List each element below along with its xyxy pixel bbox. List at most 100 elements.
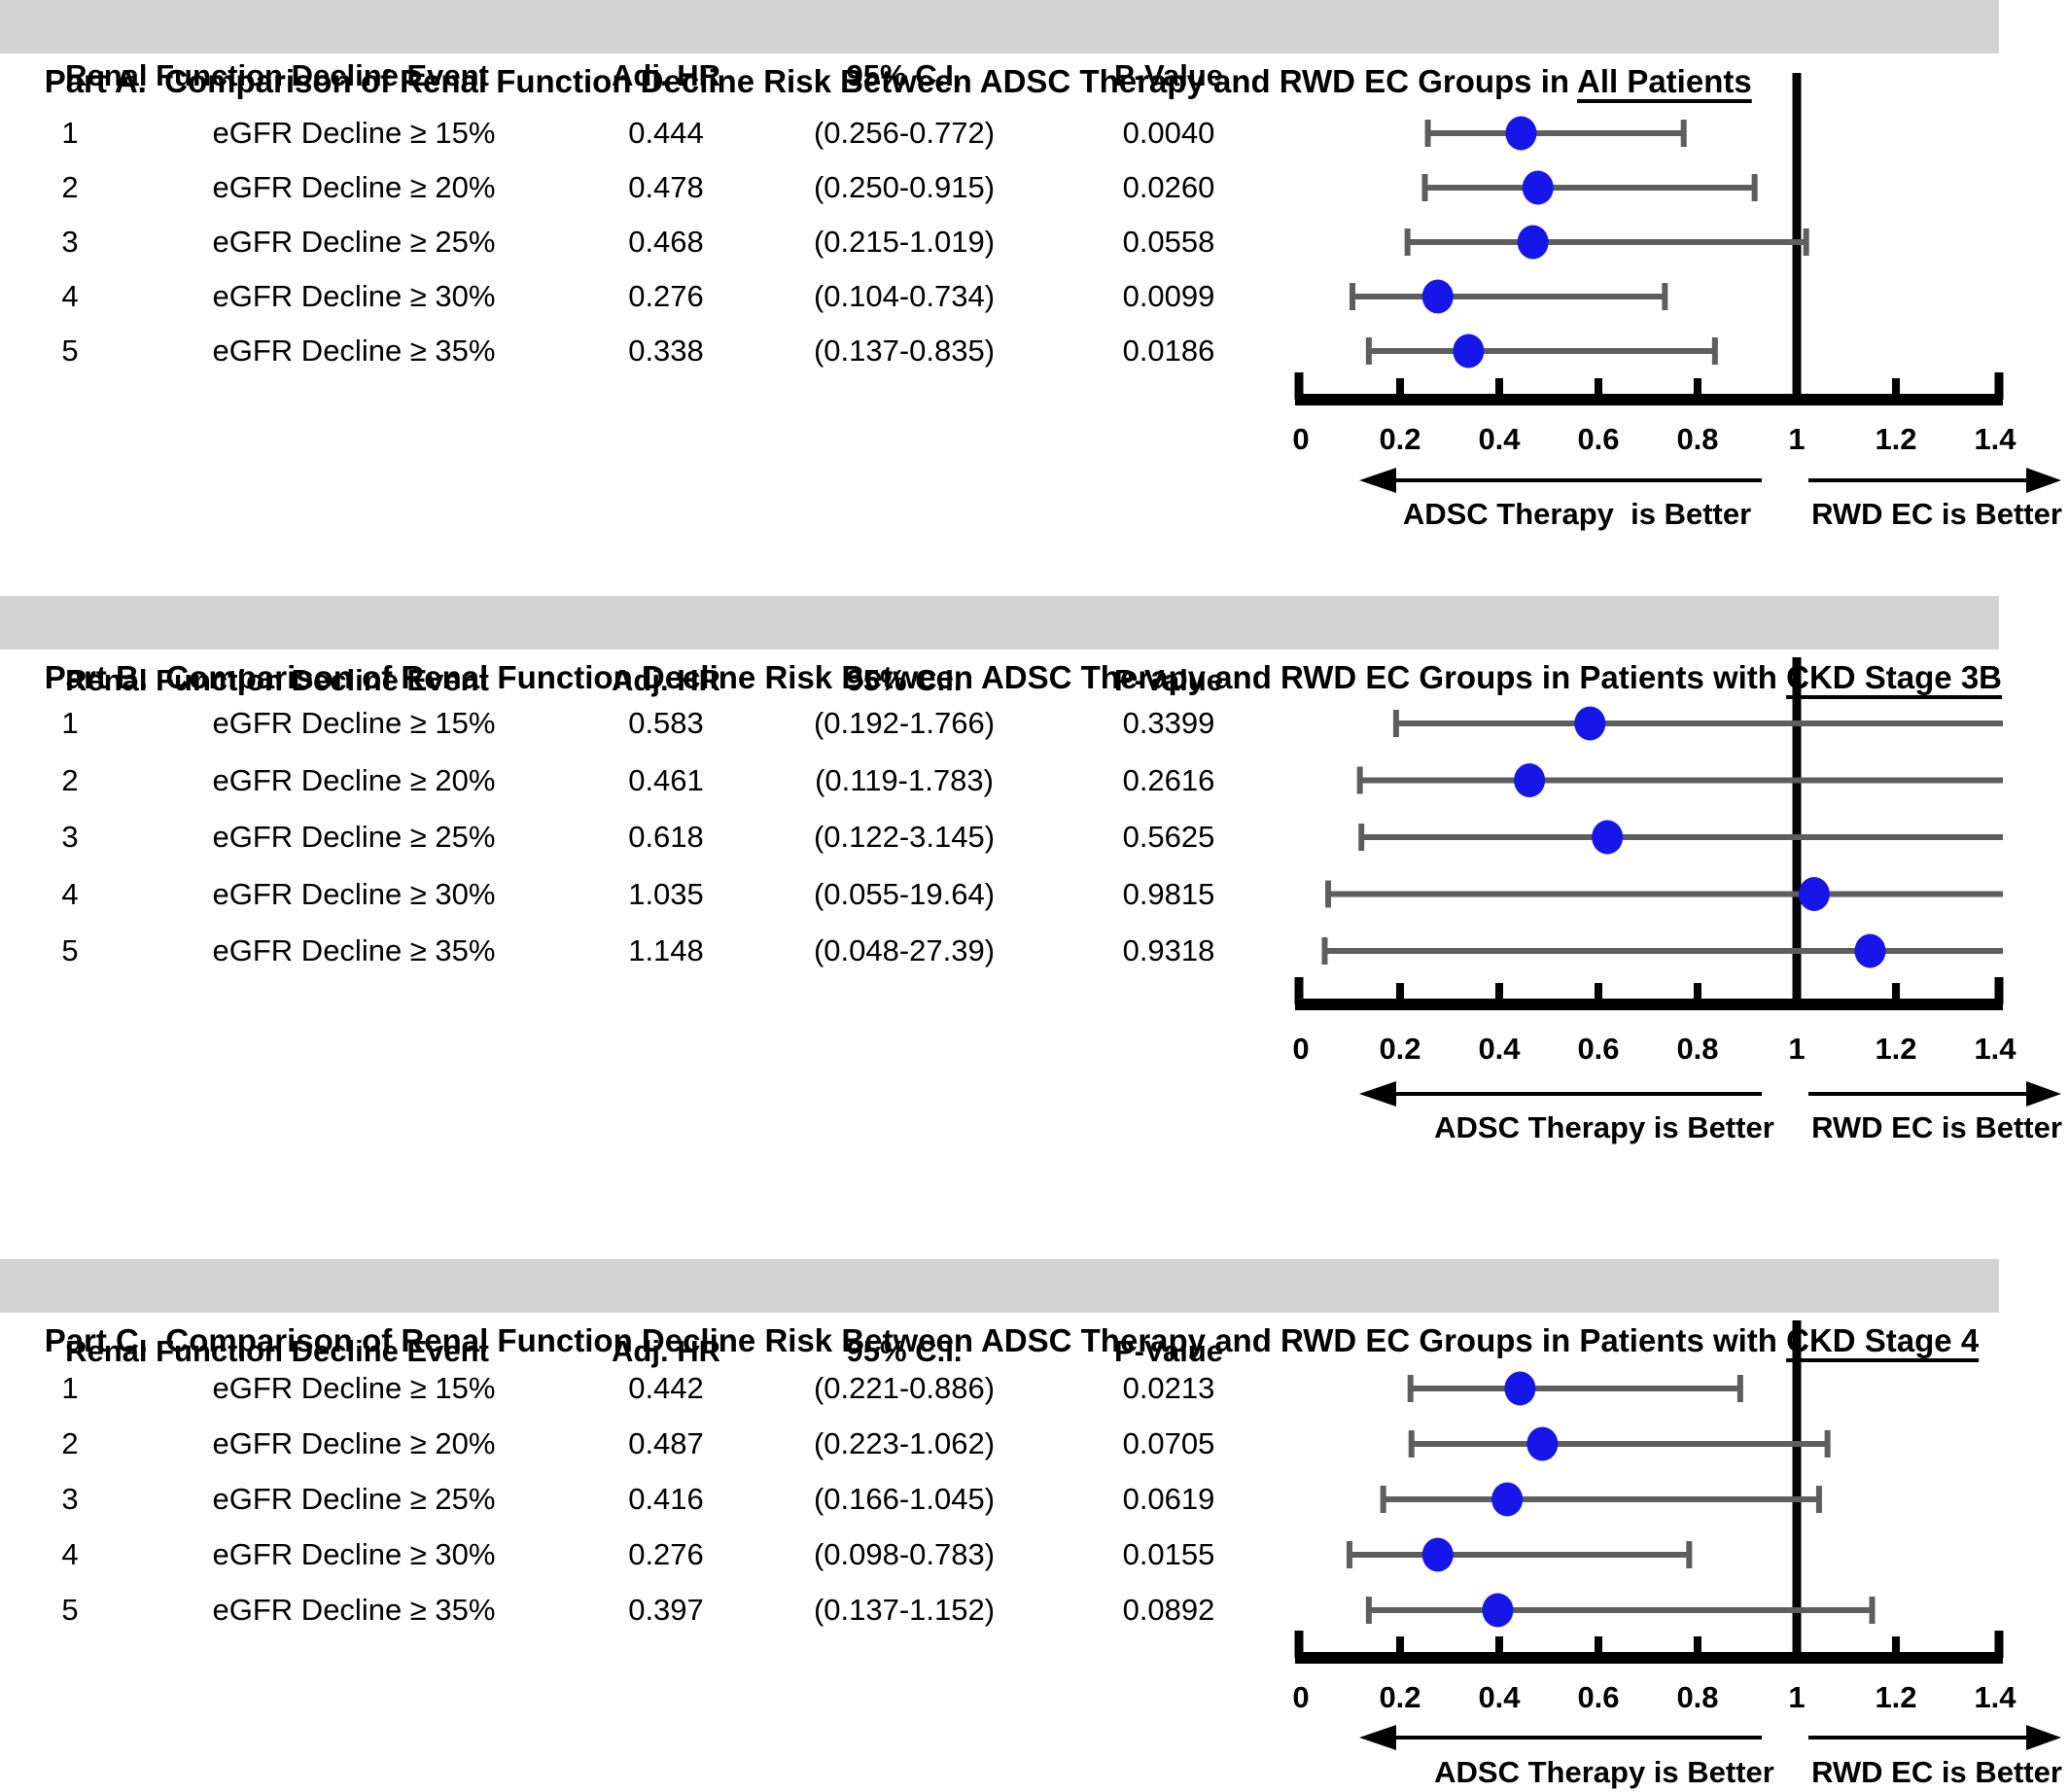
hr-marker — [1453, 334, 1485, 369]
col-header-event: Renal Function Decline Event — [65, 1334, 489, 1368]
col-header-event: Renal Function Decline Event — [65, 58, 489, 92]
p-value-cell: 0.0705 — [1122, 1426, 1215, 1460]
part-a-title: Part A. Comparison of Renal Function Dec… — [44, 63, 1577, 99]
event-cell: eGFR Decline ≥ 30% — [212, 1537, 496, 1571]
col-header-adj-hr: Adj. HR — [612, 58, 720, 92]
tick-label: 1.2 — [1875, 1032, 1916, 1066]
row-number-cell: 3 — [61, 820, 79, 854]
event-cell: eGFR Decline ≥ 25% — [212, 1482, 496, 1516]
event-cell: eGFR Decline ≥ 35% — [212, 334, 496, 368]
ci-cell: (0.048-27.39) — [813, 933, 996, 967]
row-number-cell: 2 — [61, 170, 79, 204]
hr-marker — [1517, 225, 1549, 260]
part-b-title-emphasis: CKD Stage 3B — [1786, 659, 2003, 695]
p-value-cell: 0.9815 — [1122, 876, 1215, 911]
ci-cell: (0.119-1.783) — [815, 762, 994, 797]
p-value-cell: 0.0558 — [1122, 225, 1215, 259]
ci-cell: (0.192-1.766) — [813, 706, 996, 740]
event-cell: eGFR Decline ≥ 25% — [212, 225, 496, 259]
right-arrow-head — [2026, 1725, 2061, 1750]
tick-label: 1.2 — [1875, 422, 1916, 456]
p-value-cell: 0.0099 — [1122, 279, 1215, 313]
adj-hr-cell: 1.035 — [628, 876, 704, 911]
row-number-cell: 2 — [61, 1426, 79, 1460]
adj-hr-cell: 0.444 — [628, 116, 704, 150]
ci-cell: (0.098-0.783) — [813, 1537, 996, 1571]
p-value-cell: 0.3399 — [1122, 706, 1215, 740]
row-number-cell: 1 — [61, 1371, 79, 1405]
adj-hr-cell: 1.148 — [628, 933, 704, 967]
adj-hr-cell: 0.442 — [628, 1371, 704, 1405]
adj-hr-cell: 0.276 — [628, 1537, 704, 1571]
tick-label: 1 — [1788, 422, 1805, 456]
ci-cell: (0.104-0.734) — [813, 279, 996, 313]
part-b-title-bar: Part B. Comparison of Renal Function Dec… — [0, 596, 2002, 695]
adj-hr-cell: 0.487 — [628, 1426, 704, 1460]
col-header-adj-hr: Adj. HR — [612, 663, 720, 697]
ci-cell: (0.250-0.915) — [813, 170, 996, 204]
tick-label: 0.2 — [1379, 1680, 1420, 1714]
ci-cell: (0.223-1.062) — [813, 1426, 996, 1460]
row-number-cell: 3 — [61, 1482, 79, 1516]
right-better-label: RWD EC is Better — [1811, 497, 2062, 531]
left-arrow-head — [1359, 468, 1396, 493]
hr-marker — [1514, 763, 1546, 797]
row-number-cell: 2 — [61, 762, 79, 797]
col-header-ci: 95% C.I. — [846, 58, 963, 92]
hr-marker — [1421, 279, 1454, 314]
col-header-adj-hr: Adj. HR — [612, 1334, 720, 1368]
col-header-event: Renal Function Decline Event — [65, 663, 489, 697]
event-cell: eGFR Decline ≥ 30% — [212, 876, 496, 911]
tick-label: 0 — [1292, 1032, 1309, 1066]
tick-label: 0.4 — [1478, 422, 1521, 456]
p-value-cell: 0.0213 — [1122, 1371, 1215, 1405]
tick-label: 1 — [1788, 1680, 1805, 1714]
tick-label: 0.4 — [1478, 1680, 1521, 1714]
p-value-cell: 0.0892 — [1122, 1593, 1215, 1627]
row-number-cell: 4 — [61, 279, 79, 313]
adj-hr-cell: 0.468 — [628, 225, 704, 259]
event-cell: eGFR Decline ≥ 15% — [212, 1371, 496, 1405]
ci-cell: (0.256-0.772) — [813, 116, 996, 150]
forest-plot-part-b: 0 0.2 0.4 0.6 0.8 1 1.2 1.4 ADSC Therapy is Bett… — [1292, 657, 2062, 1144]
hr-marker — [1592, 820, 1624, 855]
row-number-cell: 1 — [61, 116, 79, 150]
tick-label: 0.4 — [1478, 1032, 1521, 1066]
p-value-cell: 0.0040 — [1122, 116, 1215, 150]
row-number-cell: 4 — [61, 1537, 79, 1571]
ci-cell: (0.137-1.152) — [813, 1593, 996, 1627]
left-better-label: ADSC Therapy is Better — [1434, 1755, 1774, 1789]
col-header-p-value: P-Value — [1114, 663, 1223, 697]
tick-label: 0 — [1292, 1680, 1309, 1714]
tick-label: 0.6 — [1577, 1032, 1619, 1066]
left-better-label: ADSC Therapy is Better — [1434, 1110, 1774, 1144]
part-c-title-emphasis: CKD Stage 4 — [1786, 1322, 1980, 1358]
col-header-p-value: P-Value — [1114, 58, 1223, 92]
hr-marker — [1482, 1593, 1514, 1628]
row-number-cell: 5 — [61, 1593, 79, 1627]
tick-label: 1.4 — [1974, 422, 2016, 456]
adj-hr-cell: 0.338 — [628, 334, 704, 368]
p-value-cell: 0.0155 — [1122, 1537, 1215, 1571]
left-arrow-head — [1359, 1725, 1396, 1750]
p-value-cell: 0.9318 — [1122, 933, 1215, 967]
adj-hr-cell: 0.478 — [628, 170, 704, 204]
col-header-ci: 95% C.I. — [846, 663, 963, 697]
hr-marker — [1798, 877, 1830, 911]
hr-marker — [1491, 1482, 1524, 1517]
event-cell: eGFR Decline ≥ 20% — [212, 762, 496, 797]
part-a-title-bar: Part A. Comparison of Renal Function Dec… — [0, 0, 1999, 99]
p-value-cell: 0.5625 — [1122, 820, 1215, 854]
tick-label: 0.8 — [1676, 422, 1718, 456]
right-arrow-head — [2026, 1081, 2061, 1107]
tick-label: 0.2 — [1379, 422, 1420, 456]
hr-marker — [1421, 1537, 1454, 1572]
event-cell: eGFR Decline ≥ 15% — [212, 116, 496, 150]
row-number-cell: 3 — [61, 225, 79, 259]
part-c-title-bar: Part C. Comparison of Renal Function Dec… — [0, 1259, 1999, 1358]
left-better-label: ADSC Therapy is Better — [1403, 497, 1751, 531]
tick-label: 0.2 — [1379, 1032, 1420, 1066]
row-number-cell: 5 — [61, 334, 79, 368]
event-cell: eGFR Decline ≥ 20% — [212, 1426, 496, 1460]
p-value-cell: 0.0186 — [1122, 334, 1215, 368]
